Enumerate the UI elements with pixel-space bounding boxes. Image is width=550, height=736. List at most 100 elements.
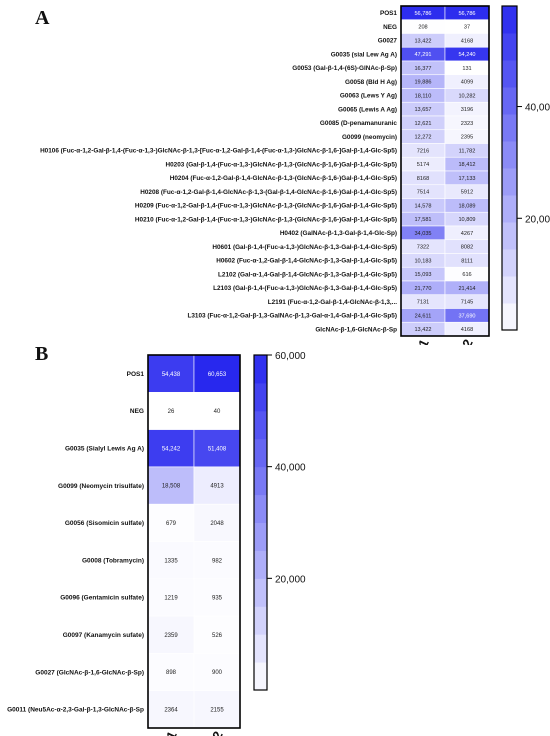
cell-value-label: 5174 xyxy=(417,162,429,168)
row-label: H0602 (Fuc-α-1,2-Gal-β-1,4-GlcNAc-β-1,3-… xyxy=(216,258,397,265)
cell-value-label: 4168 xyxy=(461,38,473,44)
row-label: G0011 (Neu5Ac-α-2,3-Gal-β-1,3-GlcNAc-β-S… xyxy=(7,707,144,714)
column-label: MNV 1 xyxy=(149,729,179,736)
cell-value-label: 616 xyxy=(462,272,471,278)
cell-value-label: 7216 xyxy=(417,148,429,154)
colorbar-band xyxy=(254,662,267,691)
colorbar-band xyxy=(502,114,517,142)
row-label: L2103 (Gal-β-1,4-(Fuc-a-1,3-)GlcNAc-β-1,… xyxy=(213,285,397,292)
cell-value-label: 10,809 xyxy=(458,217,475,223)
cell-value-label: 8168 xyxy=(417,176,429,182)
cell-value-label: 8111 xyxy=(461,258,473,264)
cell-value-label: 10,282 xyxy=(458,93,475,99)
cell-value-label: 2359 xyxy=(164,633,178,639)
colorbar-band xyxy=(502,195,517,223)
colorbar-band xyxy=(502,249,517,277)
colorbar-band xyxy=(254,355,267,384)
heatmap-cell xyxy=(193,354,241,393)
row-label: POS1 xyxy=(127,371,145,378)
cell-value-label: 12,621 xyxy=(414,121,431,127)
row-label: H0402 (GalNAc-β-1,3-Gal-β-1,4-Glc-Sp) xyxy=(280,230,397,237)
colorbar-band xyxy=(502,33,517,61)
cell-value-label: 526 xyxy=(212,633,223,639)
heatmap-a: 56,786 56,786 208 37 13,422 4168 47,291 54,240 1… xyxy=(40,5,550,345)
cell-value-label: 56,786 xyxy=(458,11,475,17)
row-label: G0027 (GlcNAc-β-1,6-GlcNAc-β-Sp) xyxy=(35,669,144,676)
cell-value-label: 679 xyxy=(166,521,177,527)
column-label: HNoV VLP-2 xyxy=(430,337,476,345)
cell-value-label: 19,886 xyxy=(414,80,431,86)
heatmap-cell xyxy=(193,578,241,617)
cell-value-label: 18,110 xyxy=(415,93,432,99)
cell-value-label: 7131 xyxy=(417,300,429,306)
colorbar-tick-label: 20,000 xyxy=(275,574,306,585)
cell-value-label: 982 xyxy=(212,558,223,564)
colorbar-tick-label: 40,000 xyxy=(525,103,550,114)
cell-value-label: 1219 xyxy=(164,596,178,602)
row-label: GlcNAc-β-1,6-GlcNAc-β-Sp xyxy=(315,326,397,333)
row-label: H0601 (Gal-β-1,4-(Fuc-a-1,3-)GlcNAc-β-1,… xyxy=(212,244,397,251)
cell-value-label: 2364 xyxy=(164,707,178,713)
heatmap-frame xyxy=(147,354,241,729)
row-label: G0097 (Kanamycin sufate) xyxy=(63,632,144,639)
cell-value-label: 7514 xyxy=(417,190,429,196)
colorbar-band xyxy=(254,578,267,607)
cell-value-label: 5912 xyxy=(461,190,473,196)
cell-value-label: 13,422 xyxy=(414,38,431,44)
row-label: G0065 (Lewis A Ag) xyxy=(338,106,397,113)
cell-value-label: 17,581 xyxy=(414,217,431,223)
colorbar-band xyxy=(254,438,267,468)
cell-value-label: 898 xyxy=(166,670,177,676)
heatmap-frame xyxy=(400,5,490,337)
row-label: G0027 xyxy=(378,38,398,45)
cell-value-label: 1335 xyxy=(164,558,178,564)
colorbar-band xyxy=(254,550,267,579)
column-label: MNV 2 xyxy=(195,729,225,736)
colorbar-tick-label: 40,000 xyxy=(275,463,306,474)
row-label: G0096 (Gentamicin sulfate) xyxy=(60,595,144,602)
heatmap-cell xyxy=(147,391,195,430)
cell-value-label: 935 xyxy=(212,596,223,602)
cell-value-label: 7145 xyxy=(461,300,473,306)
heatmap-cell xyxy=(147,354,195,393)
cell-value-label: 13,422 xyxy=(414,327,431,333)
colorbar-frame xyxy=(501,5,518,331)
row-label: NEG xyxy=(130,408,144,415)
row-label: H0203 (Gal-β-1,4-(Fuc-α-1,3-)GlcNAc-β-1,… xyxy=(165,161,397,168)
row-label: NEG xyxy=(383,24,397,31)
cell-value-label: 4099 xyxy=(461,80,473,86)
cell-value-label: 15,093 xyxy=(414,272,431,278)
colorbar-band xyxy=(502,222,517,250)
cell-value-label: 208 xyxy=(418,25,427,31)
cell-value-label: 34,035 xyxy=(414,231,431,237)
row-label: H0106 (Fuc-α-1,2-Gal-β-1,4-(Fuc-α-1,3-)G… xyxy=(40,148,397,155)
heatmap-cell xyxy=(193,653,241,691)
cell-value-label: 47,291 xyxy=(414,52,431,58)
colorbar-tick-label: 60,000 xyxy=(275,351,306,362)
row-label: POS1 xyxy=(380,10,397,17)
cell-value-label: 11,782 xyxy=(459,148,476,154)
cell-value-label: 10,183 xyxy=(414,258,431,264)
cell-value-label: 26 xyxy=(168,409,175,415)
colorbar-band xyxy=(254,382,267,412)
row-label: L3103 (Fuc-α-1,2-Gal-β-1,3-GalNAc-β-1,3-… xyxy=(187,313,397,320)
cell-value-label: 54,438 xyxy=(162,372,181,378)
row-label: H0209 (Fuc-α-1,2-Gal-β-1,4-(Fuc-α-1,3-)G… xyxy=(135,203,397,210)
colorbar-band xyxy=(254,606,267,635)
row-label: G0099 (neomycin) xyxy=(342,134,397,141)
cell-value-label: 40 xyxy=(214,409,221,415)
colorbar-band xyxy=(502,141,517,169)
row-label: L2191 (Fuc-α-1,2-Gal-β-1,4-GlcNAc-β-1,3,… xyxy=(268,299,398,306)
panel-letter-b: B xyxy=(35,343,49,365)
cell-value-label: 14,578 xyxy=(414,203,431,209)
colorbar-band xyxy=(254,494,267,523)
cell-value-label: 18,508 xyxy=(162,484,181,490)
cell-value-label: 2323 xyxy=(461,121,473,127)
heatmap-cell xyxy=(193,690,241,729)
cell-value-label: 24,611 xyxy=(415,313,432,319)
row-label: G0035 (sial Lew Ag A) xyxy=(331,51,397,58)
heatmap-cell xyxy=(147,429,195,468)
cell-value-label: 4267 xyxy=(461,231,473,237)
colorbar-band xyxy=(254,410,267,440)
cell-value-label: 54,240 xyxy=(458,52,475,58)
